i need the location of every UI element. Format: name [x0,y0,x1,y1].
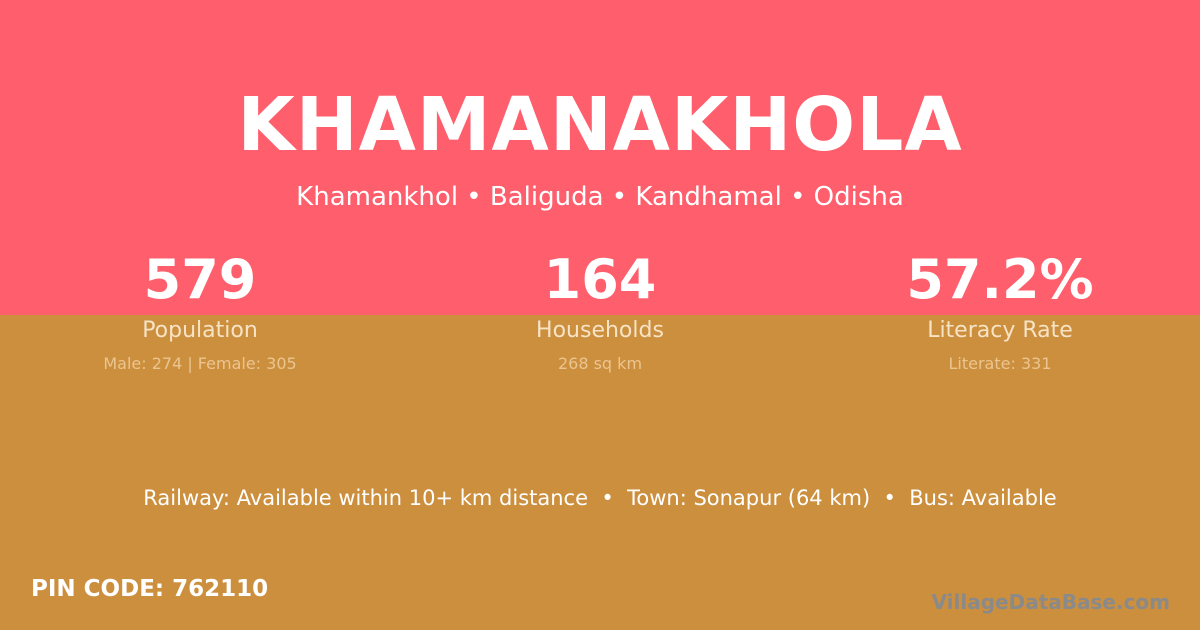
brand-watermark: VillageDataBase.com [931,590,1170,614]
stat-value: 164 [543,248,657,311]
location-breadcrumb: Khamankhol • Baliguda • Kandhamal • Odis… [296,182,904,212]
stat-label: Population [142,318,258,343]
stat-value: 57.2% [906,248,1094,311]
stat-value: 579 [143,248,257,311]
header-band [0,0,1200,315]
stat-detail: Literate: 331 [948,354,1052,373]
stat-label: Literacy Rate [927,318,1073,343]
stat-label: Households [536,318,664,343]
stat-detail: Male: 274 | Female: 305 [103,354,297,373]
stat-detail: 268 sq km [557,354,643,373]
facilities-line: Railway: Available within 10+ km distanc… [143,486,1057,510]
stat-households: 164 Households 268 sq km [400,248,800,373]
stat-population: 579 Population Male: 274 | Female: 305 [0,248,400,373]
village-name: KHAMANAKHOLA [237,82,963,168]
stat-literacy: 57.2% Literacy Rate Literate: 331 [800,248,1200,373]
pin-code: PIN CODE: 762110 [31,576,269,602]
